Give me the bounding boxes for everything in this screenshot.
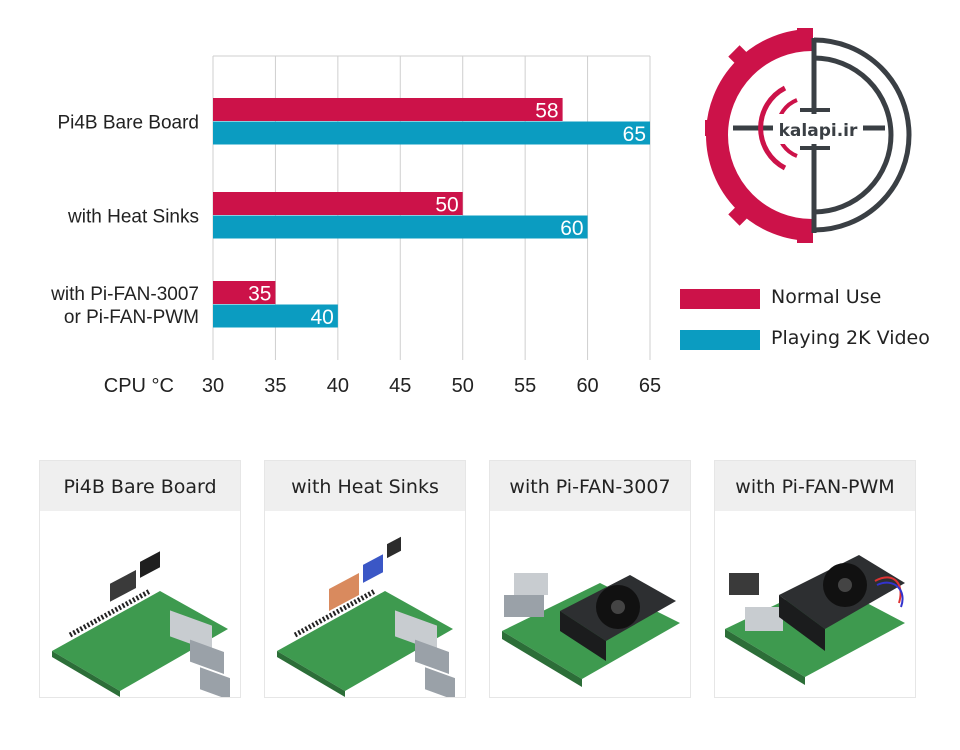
bar-playing-2k-video — [213, 121, 650, 145]
product-card-title: Pi4B Bare Board — [40, 461, 240, 511]
category-label: or Pi-FAN-PWM — [64, 307, 199, 328]
product-card-title: with Heat Sinks — [265, 461, 465, 511]
legend-swatch-playing-2k-video — [680, 330, 760, 350]
x-tick-label: 35 — [264, 375, 286, 397]
x-tick-label: 55 — [514, 375, 536, 397]
pi4b-board-image — [52, 551, 230, 697]
bar-playing-2k-video — [213, 304, 338, 328]
logo-text: kalapi.ir — [779, 121, 858, 141]
bar-value-label: 58 — [535, 100, 558, 123]
kalapi-logo: kalapi.ir — [705, 28, 912, 243]
pi4b-fan-3007-image — [502, 573, 680, 687]
bar-value-label: 35 — [248, 283, 271, 306]
x-axis-label: CPU °C — [104, 375, 174, 397]
bar-value-label: 60 — [560, 217, 583, 240]
bar-value-label: 65 — [623, 123, 646, 146]
legend-label-playing-2k-video: Playing 2K Video — [771, 327, 930, 349]
legend-swatch-normal-use — [680, 289, 760, 309]
pi4b-heat-sinks-image — [277, 536, 455, 697]
x-tick-label: 50 — [452, 375, 474, 397]
bar-value-label: 40 — [310, 306, 333, 329]
category-label: with Pi-FAN-3007 — [50, 284, 199, 305]
bar-normal-use — [213, 192, 463, 215]
bar-value-label: 50 — [435, 194, 458, 217]
category-label: Pi4B Bare Board — [57, 112, 199, 133]
product-card-fan-pwm: with Pi-FAN-PWM — [714, 460, 916, 698]
x-tick-label: 65 — [639, 375, 661, 397]
x-tick-label: 60 — [576, 375, 598, 397]
x-tick-label: 40 — [327, 375, 349, 397]
bar-chart: 30 35 40 45 50 55 60 65 CPU °C 58 65 Pi4B Bare Boar… — [50, 55, 661, 397]
x-tick-label: 45 — [389, 375, 411, 397]
bar-normal-use — [213, 281, 276, 304]
product-card-heat-sinks: with Heat Sinks — [264, 460, 466, 698]
x-tick-label: 30 — [202, 375, 224, 397]
legend-label-normal-use: Normal Use — [771, 286, 882, 308]
bar-normal-use — [213, 98, 563, 121]
product-card-title: with Pi-FAN-PWM — [715, 461, 915, 511]
product-card-fan-3007: with Pi-FAN-3007 — [489, 460, 691, 698]
product-card-title: with Pi-FAN-3007 — [490, 461, 690, 511]
bar-playing-2k-video — [213, 215, 588, 239]
product-card-bare-board: Pi4B Bare Board — [39, 460, 241, 698]
category-label: with Heat Sinks — [67, 206, 199, 227]
pi4b-fan-pwm-image — [725, 555, 905, 685]
